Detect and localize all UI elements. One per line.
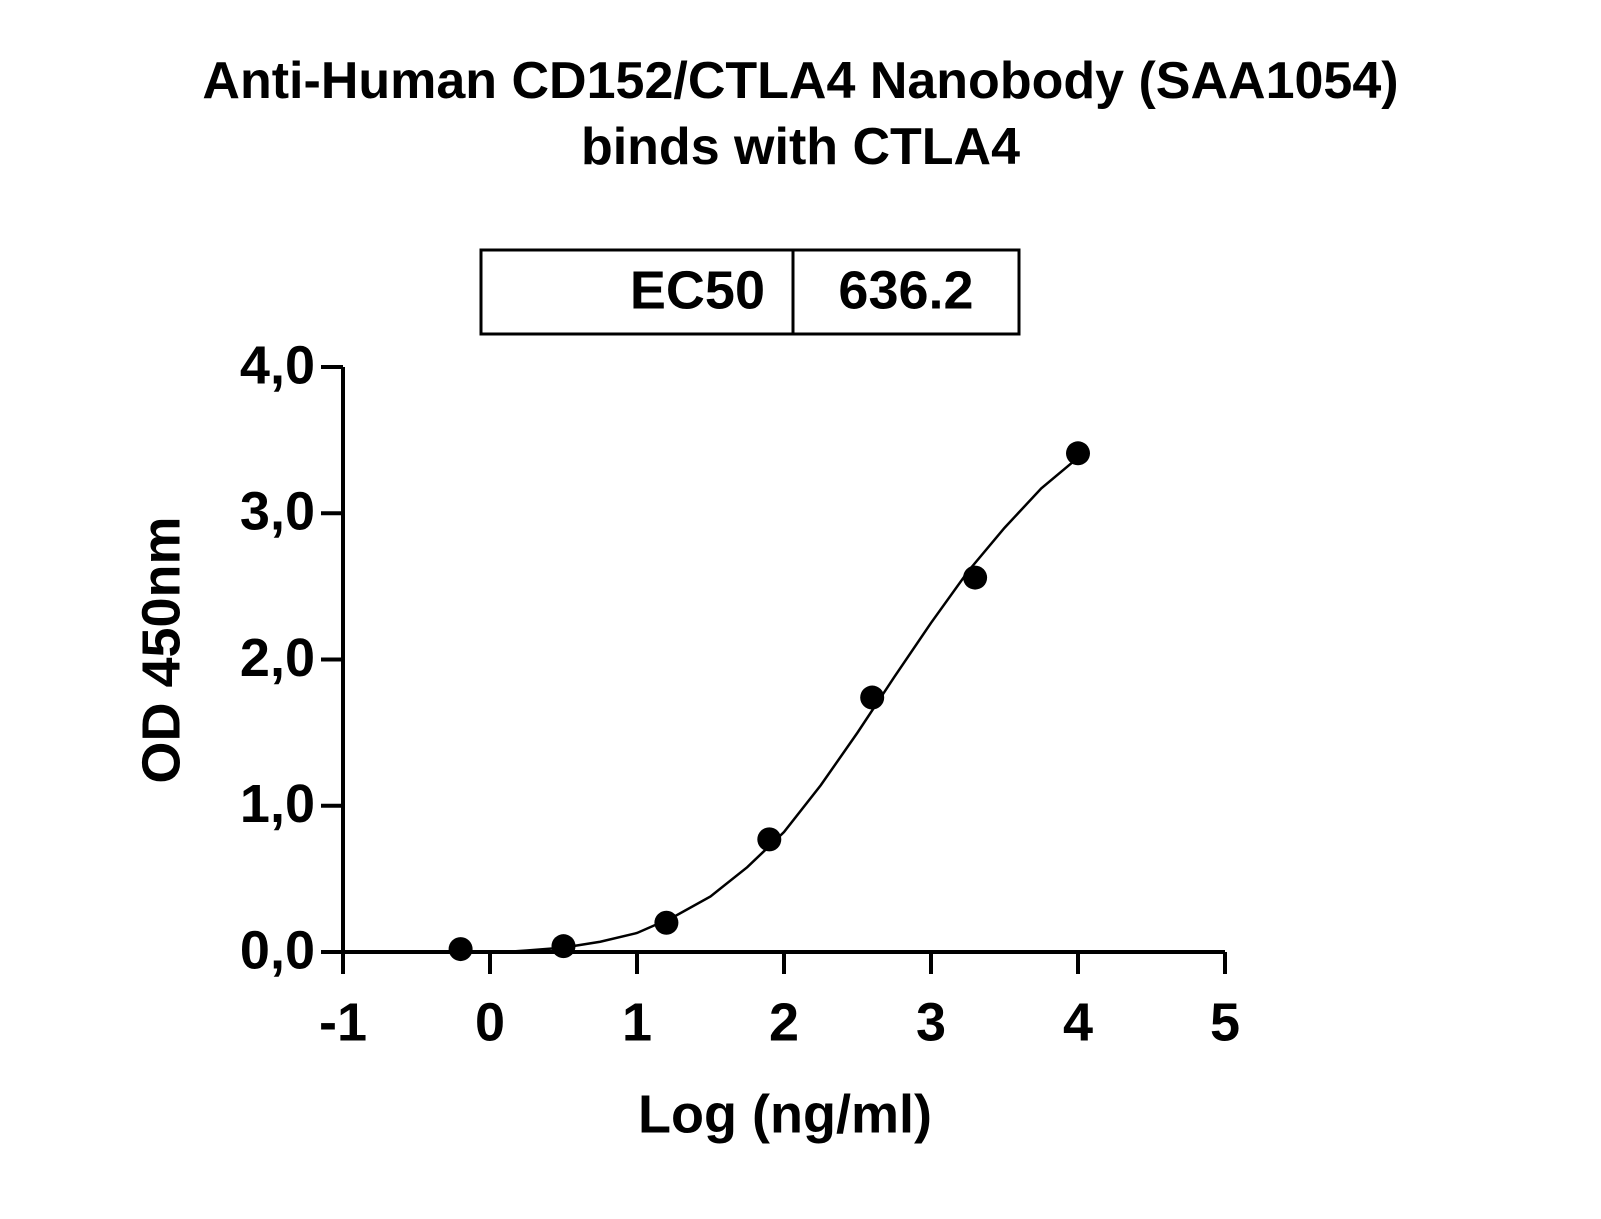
fit-curve [504, 456, 1079, 954]
x-tick-label: 1 [622, 992, 652, 1052]
x-tick-label: -1 [319, 992, 367, 1052]
data-point [860, 685, 885, 710]
y-tick-label: 0,0 [240, 920, 315, 980]
y-tick-label: 3,0 [240, 482, 315, 542]
ec50-box [479, 248, 1021, 336]
x-axis-title: Log (ng/ml) [638, 1084, 932, 1144]
ec50-value: 636.2 [838, 260, 973, 320]
y-axis-title: OD 450nm [131, 516, 191, 783]
y-tick-label: 2,0 [240, 628, 315, 688]
data-point [654, 910, 679, 935]
chart-title: Anti-Human CD152/CTLA4 Nanobody (SAA1054… [202, 52, 1399, 176]
data-point [757, 827, 782, 852]
x-tick-label: 0 [475, 992, 505, 1052]
data-point [448, 937, 473, 962]
x-tick-label: 3 [916, 992, 946, 1052]
y-tick-label: 1,0 [240, 774, 315, 834]
x-tick-label: 4 [1063, 992, 1093, 1052]
x-tick-label: 5 [1210, 992, 1240, 1052]
y-tick-label: 4,0 [240, 335, 315, 395]
x-tick-label: 2 [769, 992, 799, 1052]
ec50-label: EC50 [630, 260, 765, 320]
data-point [551, 934, 576, 959]
data-point [963, 565, 988, 590]
data-point [1066, 441, 1090, 466]
